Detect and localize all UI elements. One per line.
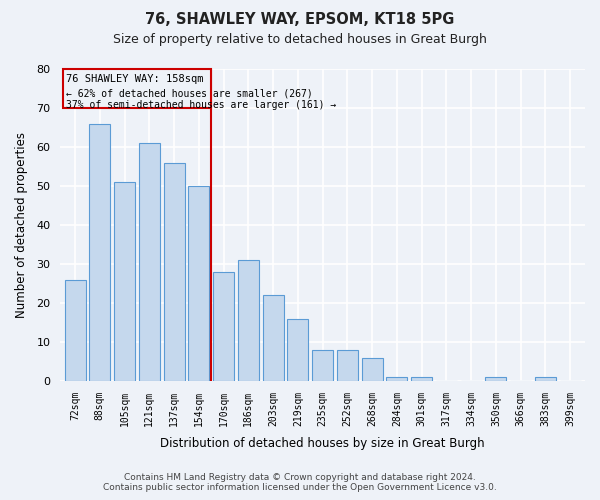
Bar [386, 377, 407, 381]
Bar [535, 377, 556, 381]
Bar [287, 318, 308, 381]
Bar [263, 295, 284, 381]
Bar [485, 377, 506, 381]
Bar [89, 124, 110, 381]
Y-axis label: Number of detached properties: Number of detached properties [15, 132, 28, 318]
Bar [139, 143, 160, 381]
Text: 76, SHAWLEY WAY, EPSOM, KT18 5PG: 76, SHAWLEY WAY, EPSOM, KT18 5PG [145, 12, 455, 28]
Bar [411, 377, 432, 381]
X-axis label: Distribution of detached houses by size in Great Burgh: Distribution of detached houses by size … [160, 437, 485, 450]
Text: Contains HM Land Registry data © Crown copyright and database right 2024.
Contai: Contains HM Land Registry data © Crown c… [103, 473, 497, 492]
Bar [337, 350, 358, 381]
Text: Size of property relative to detached houses in Great Burgh: Size of property relative to detached ho… [113, 32, 487, 46]
Bar [362, 358, 383, 381]
Text: 76 SHAWLEY WAY: 158sqm: 76 SHAWLEY WAY: 158sqm [67, 74, 204, 84]
Bar [164, 162, 185, 381]
Text: ← 62% of detached houses are smaller (267): ← 62% of detached houses are smaller (26… [67, 88, 313, 98]
FancyBboxPatch shape [62, 69, 211, 108]
Bar [238, 260, 259, 381]
Bar [114, 182, 135, 381]
Text: 37% of semi-detached houses are larger (161) →: 37% of semi-detached houses are larger (… [67, 100, 337, 110]
Bar [188, 186, 209, 381]
Bar [65, 280, 86, 381]
Bar [312, 350, 333, 381]
Bar [213, 272, 234, 381]
